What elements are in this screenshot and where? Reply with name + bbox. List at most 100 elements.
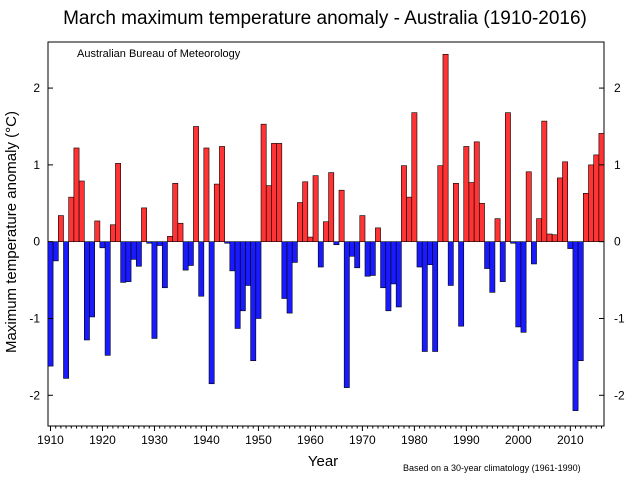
bar-1947 bbox=[239, 241, 246, 312]
bar-1931 bbox=[156, 241, 163, 246]
bar-2008 bbox=[557, 177, 563, 242]
bar-1964 bbox=[328, 172, 335, 242]
bar-1928 bbox=[141, 207, 147, 242]
bar-1965 bbox=[333, 241, 340, 246]
bar-2013 bbox=[583, 193, 589, 242]
bar-2009 bbox=[562, 161, 569, 242]
bar-1995 bbox=[489, 241, 496, 293]
x-tick-label: 1970 bbox=[349, 433, 376, 447]
footnote: Based on a 30-year climatology (1961-199… bbox=[403, 463, 581, 473]
bar-2014 bbox=[588, 164, 594, 242]
bar-1979 bbox=[406, 196, 413, 242]
bar-1925 bbox=[125, 241, 132, 282]
bar-1998 bbox=[505, 112, 511, 242]
x-tick-label: 1940 bbox=[193, 433, 220, 447]
bar-2000 bbox=[515, 241, 522, 328]
bar-1910 bbox=[47, 241, 54, 367]
y-tick-label-left: 0 bbox=[33, 235, 40, 249]
bar-1991 bbox=[468, 182, 475, 242]
bar-1960 bbox=[307, 236, 314, 242]
y-tick-label-right: -1 bbox=[614, 311, 625, 325]
bar-1962 bbox=[317, 241, 324, 268]
bar-1934 bbox=[172, 183, 179, 242]
bar-1971 bbox=[364, 241, 371, 277]
bar-1932 bbox=[161, 241, 168, 289]
bar-1923 bbox=[115, 163, 121, 242]
bar-1927 bbox=[135, 241, 142, 267]
bar-1944 bbox=[224, 241, 231, 244]
x-tick-label: 1910 bbox=[37, 433, 64, 447]
bar-1929 bbox=[146, 241, 153, 244]
bar-1926 bbox=[130, 241, 137, 260]
bar-1967 bbox=[343, 241, 350, 388]
bar-1984 bbox=[432, 241, 439, 352]
bar-2006 bbox=[546, 233, 553, 242]
bar-1949 bbox=[250, 241, 257, 362]
bar-1976 bbox=[390, 241, 397, 285]
bar-1914 bbox=[68, 196, 75, 242]
y-tick-label-left: 1 bbox=[33, 158, 40, 172]
bar-1948 bbox=[245, 241, 251, 286]
x-tick-label: 2000 bbox=[505, 433, 532, 447]
bar-1978 bbox=[401, 165, 407, 242]
bar-1938 bbox=[193, 126, 199, 242]
bar-1939 bbox=[198, 241, 205, 297]
bar-1987 bbox=[447, 241, 454, 286]
bar-1937 bbox=[187, 241, 194, 266]
bar-2001 bbox=[520, 241, 527, 333]
x-tick-label: 1920 bbox=[89, 433, 116, 447]
y-tick-label-right: 2 bbox=[614, 81, 621, 95]
bar-1969 bbox=[354, 241, 361, 269]
x-tick-label: 1990 bbox=[453, 433, 480, 447]
chart-title: March maximum temperature anomaly - Aust… bbox=[63, 8, 587, 29]
bar-1958 bbox=[297, 202, 303, 242]
x-axis-label: Year bbox=[308, 453, 338, 470]
bar-1940 bbox=[203, 147, 210, 242]
x-tick-label: 1930 bbox=[141, 433, 168, 447]
bar-1992 bbox=[473, 141, 480, 242]
bar-2004 bbox=[536, 218, 543, 242]
bar-2007 bbox=[551, 234, 558, 242]
bar-1959 bbox=[302, 181, 309, 242]
bar-1980 bbox=[411, 112, 418, 242]
bar-2015 bbox=[593, 154, 600, 242]
bar-1921 bbox=[104, 241, 111, 356]
y-tick-label-right: -2 bbox=[614, 388, 625, 402]
bar-2005 bbox=[541, 120, 548, 242]
bar-1917 bbox=[83, 241, 90, 341]
x-axis: 1910 1920 1930 1940 1950 1960 1970 1980 1990 2000… bbox=[37, 426, 602, 447]
bar-2011 bbox=[572, 241, 579, 411]
bar-1996 bbox=[494, 218, 501, 242]
bar-1966 bbox=[338, 189, 345, 242]
bar-1963 bbox=[323, 221, 329, 242]
bar-1988 bbox=[453, 183, 459, 242]
bar-1986 bbox=[442, 53, 449, 242]
y-axis-label: Maximum temperature anomaly (°C) bbox=[3, 111, 20, 353]
bar-series bbox=[47, 53, 605, 411]
bar-1911 bbox=[52, 241, 59, 262]
bar-1954 bbox=[276, 143, 283, 242]
x-tick-label: 1960 bbox=[297, 433, 324, 447]
bar-1975 bbox=[385, 241, 392, 312]
bar-1970 bbox=[359, 215, 366, 242]
bar-1915 bbox=[73, 147, 80, 242]
bar-1989 bbox=[458, 241, 465, 327]
bar-2010 bbox=[567, 241, 574, 249]
bar-1990 bbox=[463, 146, 470, 242]
bar-1916 bbox=[78, 180, 85, 242]
bar-1945 bbox=[229, 241, 236, 272]
y-tick-label-left: -1 bbox=[29, 311, 40, 325]
bar-1943 bbox=[219, 146, 225, 242]
bar-1981 bbox=[416, 241, 423, 268]
bar-2016 bbox=[598, 133, 605, 242]
bar-1994 bbox=[484, 241, 491, 269]
bar-1950 bbox=[255, 241, 262, 319]
bar-1972 bbox=[369, 241, 376, 276]
y-tick-label-right: 1 bbox=[614, 158, 621, 172]
x-tick-label: 1950 bbox=[245, 433, 272, 447]
bar-1936 bbox=[182, 241, 189, 271]
bar-1957 bbox=[291, 241, 298, 263]
y-tick-label-right: 0 bbox=[614, 235, 621, 249]
bar-1953 bbox=[271, 143, 277, 242]
